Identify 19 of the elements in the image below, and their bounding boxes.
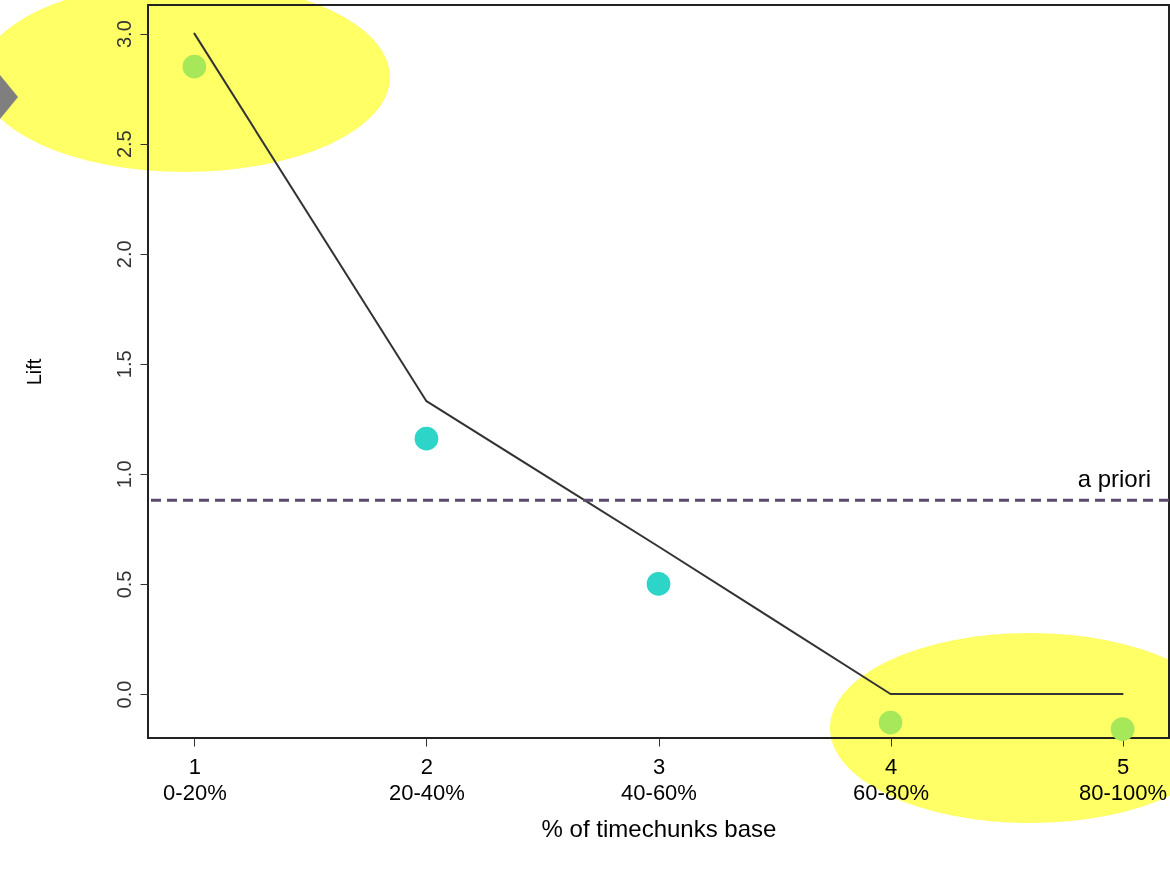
point <box>1110 717 1135 741</box>
y-tick-label: 0.0 <box>112 680 135 709</box>
point <box>414 426 439 451</box>
y-tick-label: 2.0 <box>112 240 135 269</box>
y-tick-label: 0.5 <box>112 570 135 599</box>
point <box>646 572 671 596</box>
x-tick-label: 2 20-40% <box>389 753 465 805</box>
x-axis-title: % of timechunks base <box>541 814 777 842</box>
x-tick-label: 3 40-60% <box>621 753 697 805</box>
y-tick-label: 3.0 <box>112 20 135 49</box>
x-tick-label: 1 0-20% <box>163 753 227 805</box>
y-tick-label: 1.0 <box>112 460 135 489</box>
y-axis-title: Lift <box>22 358 45 386</box>
y-tick-label: 2.5 <box>112 130 135 159</box>
ref-line-label: a priori <box>1077 465 1151 493</box>
x-tick-label: 5 80-100% <box>1079 753 1168 805</box>
y-tick-label: 1.5 <box>112 350 135 379</box>
point <box>182 54 207 79</box>
point <box>878 710 903 735</box>
